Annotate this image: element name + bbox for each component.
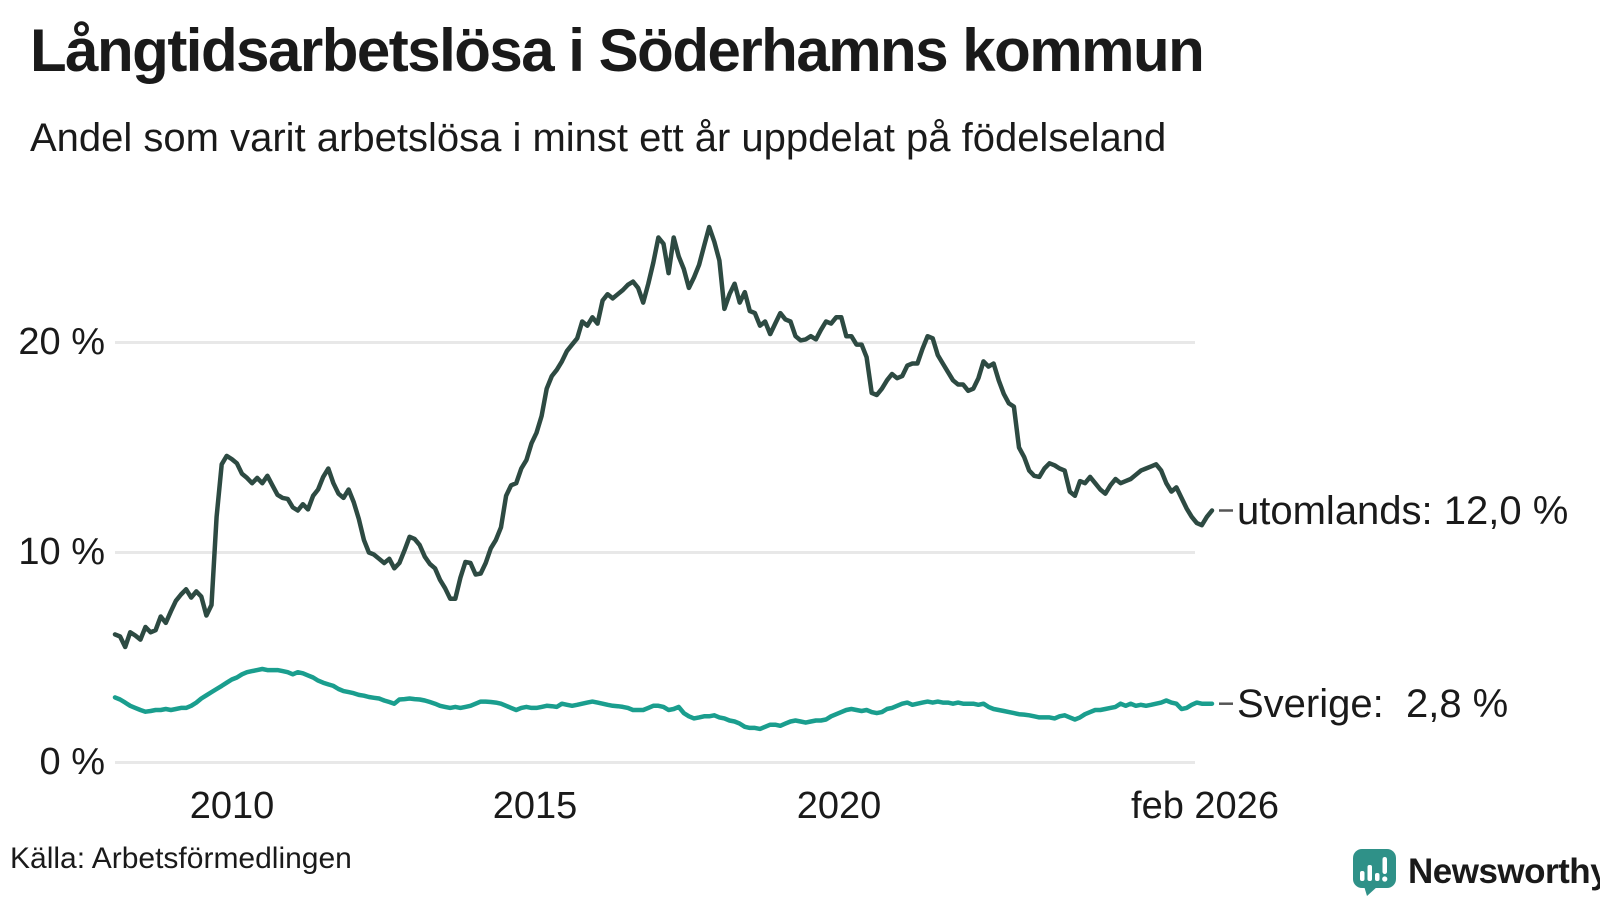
y-tick-10: 10 % — [18, 531, 105, 573]
series-label-utomlands: utomlands: 12,0 % — [1237, 488, 1569, 533]
y-tick-20: 20 % — [18, 321, 105, 363]
y-tick-0: 0 % — [39, 741, 105, 783]
newsworthy-logo-text: Newsworthy — [1408, 852, 1600, 891]
x-tick-2015: 2015 — [492, 785, 578, 827]
label-connector-dashes — [1219, 509, 1233, 705]
series-label-sverige: Sverige: 2,8 % — [1237, 681, 1509, 726]
page-subtitle: Andel som varit arbetslösa i minst ett å… — [30, 116, 1167, 160]
utomlands-line — [112, 224, 1215, 650]
gridlines — [115, 341, 1195, 764]
source-note: Källa: Arbetsförmedlingen — [10, 842, 352, 875]
newsworthy-logo-icon — [1353, 849, 1396, 896]
newsworthy-logo: Newsworthy — [1352, 848, 1600, 896]
page-title: Långtidsarbetslösa i Söderhamns kommun — [30, 17, 1205, 84]
x-tick-2010: 2010 — [189, 785, 275, 827]
x-tick-2020: 2020 — [796, 785, 882, 827]
series-lines — [112, 224, 1215, 732]
Sverige-line — [112, 666, 1215, 732]
x-tick-feb-2026: feb 2026 — [1131, 785, 1279, 827]
